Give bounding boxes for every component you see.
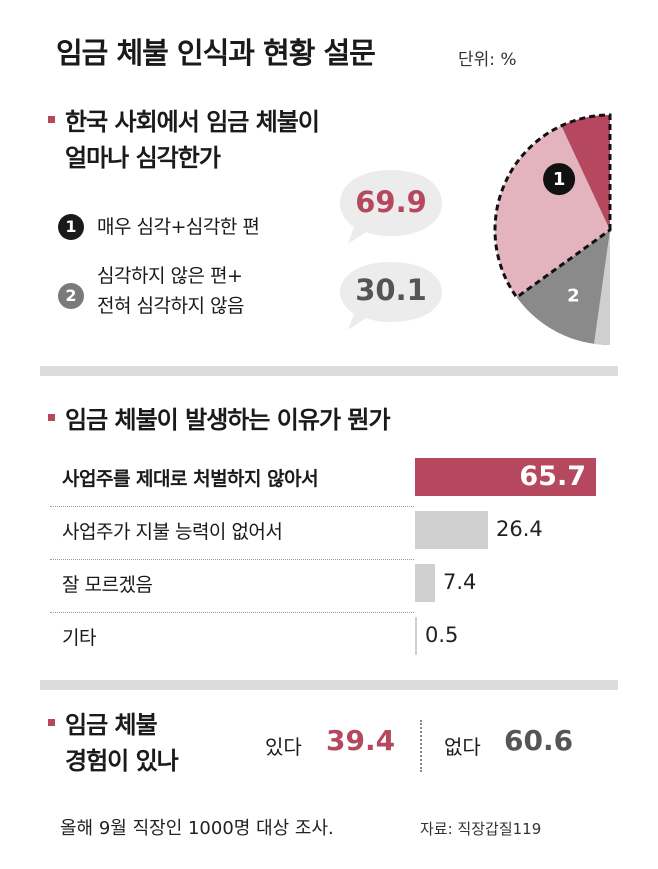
section1-title: 한국 사회에서 임금 체불이: [48, 104, 320, 140]
item1-value: 69.9: [355, 185, 427, 219]
pie-label-2-circle: [557, 279, 590, 312]
bullet-square-icon: [48, 115, 55, 123]
section-divider-1: [40, 366, 618, 376]
pie-slice-1-outline: [493, 113, 612, 300]
section1-title-line2: 얼마나 심각한가: [65, 144, 221, 172]
section3-title-line1: 임금 체불: [65, 711, 158, 739]
value-bubble-1: [340, 170, 442, 244]
pie-label-1-circle: [543, 163, 576, 196]
row-separator: [50, 506, 414, 507]
row-separator: [50, 559, 414, 560]
section2-title-text: 임금 체불이 발생하는 이유가 뭔가: [65, 406, 391, 434]
bar: [415, 617, 417, 655]
pie-slice-2-sub: [593, 230, 610, 345]
pie-slice-1-sub: [561, 115, 610, 230]
bar-label: 잘 모르겠음: [62, 574, 153, 596]
item2-value: 30.1: [355, 273, 427, 307]
item1-number-icon: 1: [58, 214, 84, 240]
row-separator: [50, 612, 414, 613]
pie-label-1: 1: [553, 169, 566, 190]
footnote: 올해 9월 직장인 1000명 대상 조사.: [60, 818, 334, 839]
item2-number-icon: 2: [58, 283, 84, 309]
section1-title-line1: 한국 사회에서 임금 체불이: [65, 108, 320, 136]
bar-label: 사업주를 제대로 처벌하지 않아서: [62, 468, 319, 490]
bar: [415, 511, 488, 549]
item2-label-line1: 심각하지 않은 편+: [97, 265, 243, 287]
bar: [415, 564, 435, 602]
experience-yes-label: 있다: [265, 735, 302, 759]
section-divider-2: [40, 680, 618, 690]
item1-label: 매우 심각+심각한 편: [97, 216, 260, 238]
bar-label: 기타: [62, 627, 96, 649]
experience-no-label: 없다: [444, 735, 481, 759]
page-title: 임금 체불 인식과 현황 설문: [56, 36, 376, 70]
value-bubble-2: [340, 262, 442, 330]
bar-value: 7.4: [443, 570, 477, 594]
section2-title: 임금 체불이 발생하는 이유가 뭔가: [48, 402, 391, 438]
unit-label: 단위: %: [458, 50, 517, 70]
pie-chart: 12: [493, 113, 612, 345]
experience-no-value: 60.6: [504, 724, 574, 757]
section3-title-line2: 경험이 있나: [65, 747, 179, 775]
pie-label-2: 2: [567, 285, 580, 306]
bullet-square-icon: [48, 718, 55, 726]
bar-label: 사업주가 지불 능력이 없어서: [62, 521, 283, 543]
bar: [415, 458, 596, 496]
source: 자료: 직장갑질119: [420, 820, 542, 838]
bar-value: 26.4: [496, 517, 543, 541]
bar-value: 0.5: [425, 623, 459, 647]
section3-title: 임금 체불: [48, 707, 158, 743]
experience-yes-value: 39.4: [326, 724, 396, 757]
item2-label-line2: 전혀 심각하지 않음: [97, 295, 244, 317]
experience-divider: [420, 720, 422, 772]
bullet-square-icon: [48, 413, 55, 421]
bar-value: 65.7: [519, 461, 586, 492]
